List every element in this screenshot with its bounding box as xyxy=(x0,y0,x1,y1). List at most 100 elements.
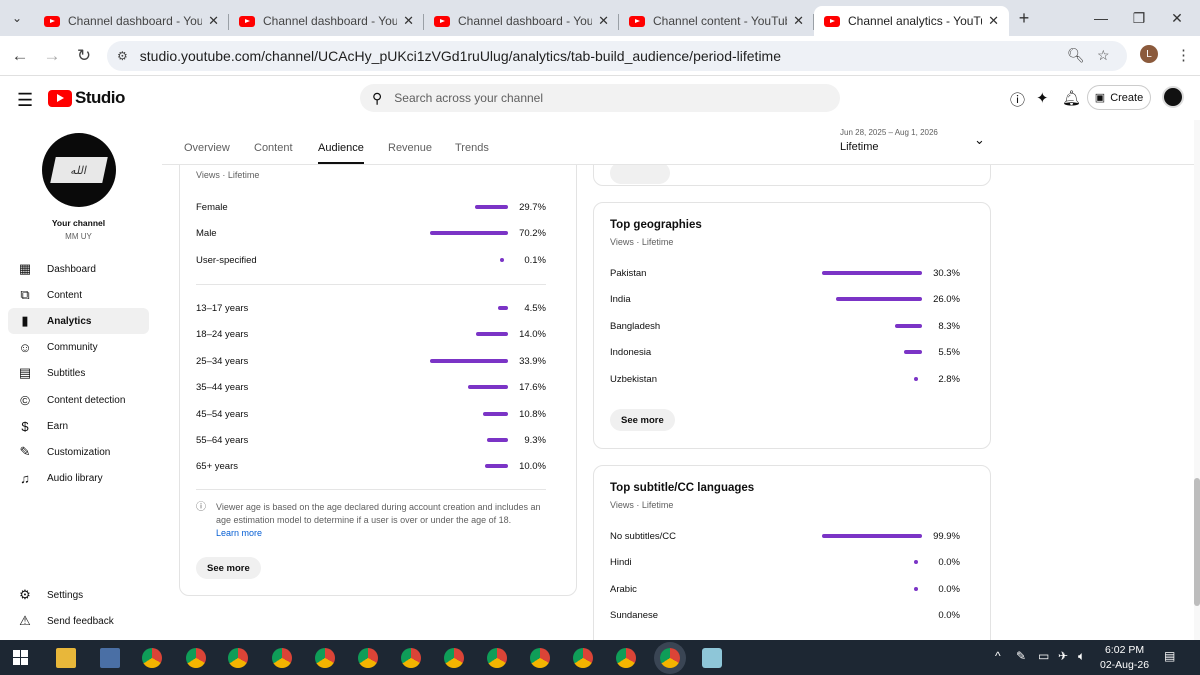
sidebar-item-label: Dashboard xyxy=(47,263,96,275)
top-subtitle-languages-card: Top subtitle/CC languages Views · Lifeti… xyxy=(593,465,991,640)
chrome-icon[interactable] xyxy=(616,648,636,668)
help-icon[interactable]: ⓘ xyxy=(1010,92,1026,109)
sidebar-item-content-detection[interactable]: © Content detection xyxy=(8,387,149,413)
browser-tab[interactable]: Channel dashboard - YouTube Studio ✕ xyxy=(34,6,229,36)
battery-icon[interactable]: ▭ xyxy=(1038,649,1050,663)
tray-overflow-icon[interactable]: ^ xyxy=(995,649,1001,663)
age-row: 35–44 years 17.6% xyxy=(196,380,546,396)
gender-row: Female 29.7% xyxy=(196,200,546,216)
chrome-icon[interactable] xyxy=(444,648,464,668)
chrome-icon[interactable] xyxy=(358,648,378,668)
chrome-icon[interactable] xyxy=(315,648,335,668)
site-info-icon[interactable]: ⚙ xyxy=(117,49,128,63)
learn-more-link[interactable]: Learn more xyxy=(216,528,263,538)
see-more-button[interactable]: See more xyxy=(196,557,261,579)
browser-menu-icon[interactable]: ⋮ xyxy=(1176,47,1191,64)
see-more-button[interactable]: See more xyxy=(610,409,675,431)
tab-content[interactable]: Content xyxy=(254,142,293,154)
period-selector[interactable]: Jun 28, 2025 – Aug 1, 2026 Lifetime xyxy=(840,128,938,153)
chrome-icon[interactable] xyxy=(487,648,507,668)
sidebar-item-settings[interactable]: ⚙ Settings xyxy=(8,582,149,608)
browser-tab[interactable]: Channel dashboard - YouTube Studio ✕ xyxy=(424,6,619,36)
scrollbar-thumb[interactable] xyxy=(1194,478,1200,606)
close-tab-icon[interactable]: ✕ xyxy=(208,13,219,28)
chrome-icon[interactable] xyxy=(186,648,206,668)
search-input[interactable]: ⚲ Search across your channel xyxy=(360,84,840,112)
gear-icon: ⚙ xyxy=(19,587,31,602)
file-explorer-icon[interactable] xyxy=(56,648,76,668)
sparkle-icon[interactable]: ✦ xyxy=(1036,90,1049,107)
tab-overview[interactable]: Overview xyxy=(184,142,230,154)
reload-icon[interactable]: ↻ xyxy=(76,45,92,65)
subtitle-bar xyxy=(914,560,918,564)
row-label: 25–34 years xyxy=(196,356,249,367)
calculator-icon[interactable] xyxy=(100,648,120,668)
forward-icon[interactable]: → xyxy=(43,45,61,65)
tab-trends[interactable]: Trends xyxy=(455,142,489,154)
sidebar-item-dashboard[interactable]: ▦ Dashboard xyxy=(8,256,149,282)
sidebar-item-send-feedback[interactable]: ⚠ Send feedback xyxy=(8,608,149,634)
tab-search-dropdown-icon[interactable]: ⌄ xyxy=(11,11,23,25)
create-button[interactable]: ▣ Create xyxy=(1087,85,1151,110)
chrome-icon[interactable] xyxy=(530,648,550,668)
pen-icon[interactable]: ✎ xyxy=(1016,649,1027,663)
demographics-subtitle: Views · Lifetime xyxy=(196,170,260,180)
browser-tab[interactable]: Channel content - YouTube Studio ✕ xyxy=(619,6,814,36)
row-label: Arabic xyxy=(610,584,637,595)
chrome-icon[interactable] xyxy=(573,648,593,668)
sidebar-item-customization[interactable]: ✎ Customization xyxy=(8,439,149,465)
age-bar xyxy=(498,306,508,310)
sidebar-item-subtitles[interactable]: ▤ Subtitles xyxy=(8,360,149,386)
menu-icon[interactable]: ☰ xyxy=(17,90,34,110)
chrome-icon[interactable] xyxy=(142,648,162,668)
sidebar: الله Your channel MM UY ▦ Dashboard ⧉ Cont… xyxy=(0,120,160,640)
zoom-icon[interactable]: 🔍︎ xyxy=(1067,47,1085,63)
studio-logo[interactable]: Studio xyxy=(48,88,125,108)
clock[interactable]: 6:02 PM 02-Aug-26 xyxy=(1100,643,1149,673)
new-tab-icon[interactable]: + xyxy=(1018,7,1030,28)
account-avatar[interactable] xyxy=(1162,86,1184,108)
sidebar-item-content[interactable]: ⧉ Content xyxy=(8,282,149,308)
airplane-mode-icon[interactable]: ✈ xyxy=(1058,649,1069,663)
minimize-icon[interactable]: — xyxy=(1094,10,1108,26)
close-tab-icon[interactable]: ✕ xyxy=(793,13,804,28)
row-label: 13–17 years xyxy=(196,303,249,314)
tab-revenue[interactable]: Revenue xyxy=(388,142,433,154)
channel-name: MM UY xyxy=(65,232,92,241)
page-scrollbar[interactable] xyxy=(1194,120,1200,640)
browser-tab[interactable]: Channel dashboard - YouTube Studio ✕ xyxy=(229,6,424,36)
browser-tab-active[interactable]: Channel analytics - YouTube Studio ✕ xyxy=(814,6,1009,36)
windows-start-icon[interactable] xyxy=(13,650,28,665)
browser-profile-avatar[interactable]: L xyxy=(1140,45,1158,63)
row-percent: 0.0% xyxy=(938,557,960,568)
browser-toolbar: ← → ↻ ⚙ studio.youtube.com/channel/UCAcH… xyxy=(0,36,1200,76)
bookmark-star-icon[interactable]: ☆ xyxy=(1097,47,1110,63)
sidebar-item-label: Settings xyxy=(47,589,84,601)
sidebar-item-audio-library[interactable]: ♫ Audio library xyxy=(8,465,149,491)
close-tab-icon[interactable]: ✕ xyxy=(598,13,609,28)
close-window-icon[interactable]: ✕ xyxy=(1171,9,1183,26)
sidebar-item-earn[interactable]: $ Earn xyxy=(8,413,149,439)
notification-center-icon[interactable]: ▤ xyxy=(1164,649,1176,663)
see-more-button[interactable] xyxy=(610,162,670,184)
notifications-bell-icon[interactable]: 🔔︎ xyxy=(1062,90,1082,107)
restore-icon[interactable]: ❐ xyxy=(1132,9,1146,26)
channel-avatar[interactable]: الله xyxy=(42,133,116,207)
chrome-icon[interactable] xyxy=(401,648,421,668)
volume-icon[interactable]: 🔈︎ xyxy=(1078,649,1086,663)
chrome-icon[interactable] xyxy=(228,648,248,668)
sidebar-item-analytics[interactable]: ▮ Analytics xyxy=(8,308,149,334)
tab-audience[interactable]: Audience xyxy=(318,142,364,164)
address-bar[interactable]: ⚙ studio.youtube.com/channel/UCAcHy_pUKc… xyxy=(107,41,1127,71)
browser-tab-title: Channel dashboard - YouTube Studio xyxy=(68,14,203,28)
subtitle-language-row: Sundanese 0.0% xyxy=(610,608,960,624)
back-icon[interactable]: ← xyxy=(11,45,29,65)
sidebar-item-community[interactable]: ☺ Community xyxy=(8,334,149,360)
app-icon[interactable] xyxy=(702,648,722,668)
chrome-icon[interactable] xyxy=(272,648,292,668)
close-tab-icon[interactable]: ✕ xyxy=(403,13,414,28)
chrome-icon-active[interactable] xyxy=(660,648,680,668)
row-percent: 70.2% xyxy=(519,228,546,239)
close-tab-icon[interactable]: ✕ xyxy=(988,13,999,28)
chevron-down-icon[interactable]: ⌄ xyxy=(974,132,985,147)
